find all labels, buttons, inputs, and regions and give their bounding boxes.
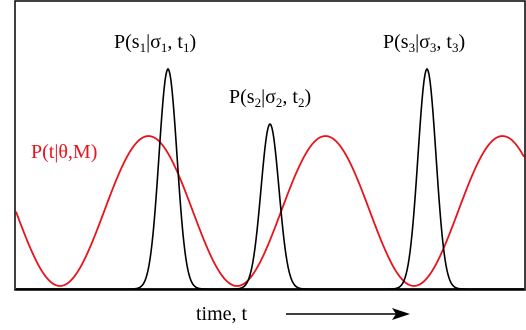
peak-1-label: P(s1|σ1, t1) [114,31,196,55]
time-axis-label: time, t [196,303,248,325]
peak-3-label: P(s3|σ3, t3) [383,31,465,55]
prior-label: P(t|θ,M) [31,141,97,163]
plot-frame [14,0,526,291]
likelihood-peak-3 [16,67,524,290]
peak-2-label: P(s2|σ2, t2) [229,86,311,110]
prior-curve [15,135,525,287]
right-arrow-icon [286,308,410,320]
